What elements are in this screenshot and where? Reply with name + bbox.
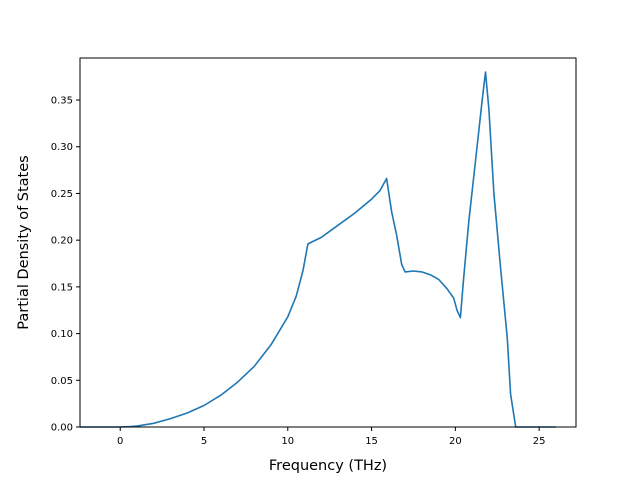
axes-frame [79, 57, 577, 428]
y-tick-label: 0.05 [51, 376, 73, 387]
x-tick-label: 25 [533, 436, 546, 447]
y-tick-label: 0.25 [51, 189, 73, 200]
y-tick-label: 0.00 [51, 423, 73, 434]
plot-area [80, 71, 556, 428]
x-tick-label: 5 [201, 436, 207, 447]
x-tick-label: 15 [365, 436, 378, 447]
y-tick-label: 0.30 [51, 142, 73, 153]
ticks: 0 5 10 15 20 25 0.00 0.05 0.10 0.15 0.20 0.25 0.30 0.… [51, 96, 546, 447]
x-axis-label: Frequency (THz) [269, 458, 387, 474]
y-tick-label: 0.35 [51, 96, 73, 107]
y-tick-label: 0.20 [51, 236, 73, 247]
series-line-0 [80, 71, 556, 428]
x-tick-label: 0 [117, 436, 123, 447]
y-tick-label: 0.15 [51, 282, 73, 293]
x-tick-label: 10 [281, 436, 294, 447]
x-tick-label: 20 [449, 436, 462, 447]
y-tick-label: 0.10 [51, 329, 73, 340]
y-axis-label: Partial Density of States [16, 155, 32, 329]
